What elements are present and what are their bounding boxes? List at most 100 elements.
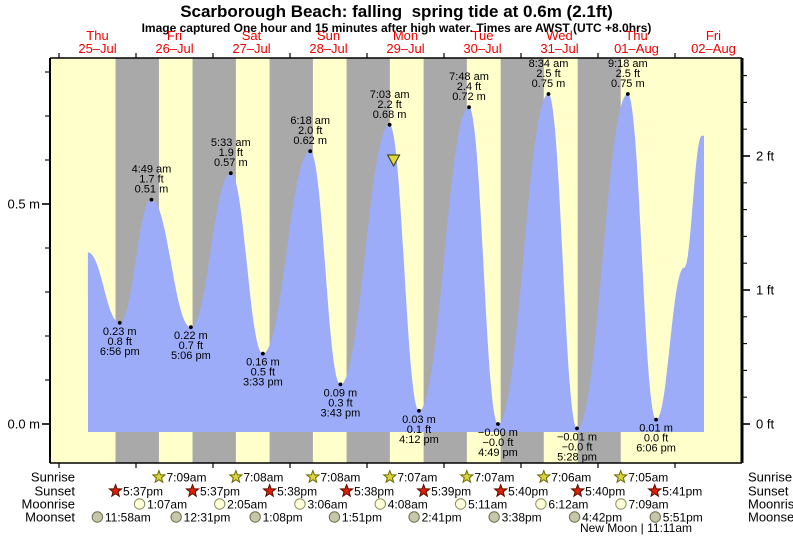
moonset-circle-icon xyxy=(649,511,661,523)
tide-annotation-line: 0.01 m xyxy=(639,423,673,435)
day-label-weekday: Fri xyxy=(167,28,182,43)
current-tide-marker-icon xyxy=(386,154,401,168)
sunrise-star-icon xyxy=(613,469,629,484)
high-tide-dot xyxy=(625,92,630,96)
day-label-date: 28–Jul xyxy=(309,41,347,56)
day-label-date: 26–Jul xyxy=(155,41,193,56)
day-label-weekday: Sun xyxy=(317,28,340,43)
sunset-time: 5:38pm xyxy=(277,485,317,499)
tide-annotation-line: 2.5 ft xyxy=(616,68,640,80)
tide-annotation-line: 0.75 m xyxy=(611,78,645,90)
high-tide-dot xyxy=(149,197,154,202)
low-tide-dot xyxy=(117,320,122,325)
tide-annotation-line: −0.01 m xyxy=(557,431,597,443)
sunset-star-icon xyxy=(262,483,278,498)
moonset-circle-icon xyxy=(170,511,182,523)
tide-annotation-line: 0.1 ft xyxy=(407,424,431,436)
astro-row-label-right: Sunrise xyxy=(748,470,792,485)
moonset-time: 11:58am xyxy=(105,511,151,525)
sunrise-star-icon xyxy=(305,469,321,484)
low-tide-dot xyxy=(188,325,193,330)
right-axis-label: 1 ft xyxy=(756,283,774,298)
tide-annotation-line: 0.03 m xyxy=(402,414,436,426)
sunset-star-icon xyxy=(185,483,200,498)
day-label-weekday: Tue xyxy=(472,28,494,43)
left-axis-label: 0.5 m xyxy=(7,197,40,212)
day-label-date: 01–Aug xyxy=(614,41,659,56)
tide-annotation-line: 0.16 m xyxy=(246,357,280,369)
tide-annotation-line: 1.7 ft xyxy=(139,174,163,186)
sunrise-time: 7:09am xyxy=(166,471,206,485)
moonrise-circle-icon xyxy=(454,498,467,510)
tide-annotation-line: 0.22 m xyxy=(174,330,208,342)
tide-annotation-line: −0.0 ft xyxy=(483,437,514,449)
sunrise-time: 7:08am xyxy=(320,471,360,485)
tide-annotation-line: 7:48 am xyxy=(449,71,489,83)
day-label-weekday: Thu xyxy=(625,28,647,43)
tide-annotation-line: 0.68 m xyxy=(373,109,407,121)
moonset-circle-icon xyxy=(249,511,261,523)
day-label-date: 27–Jul xyxy=(232,41,270,56)
low-tide-dot xyxy=(417,408,421,413)
tide-annotation-line: 0.09 m xyxy=(324,387,358,399)
tide-annotation-line: 0.7 ft xyxy=(179,340,203,352)
tide-annotation-line: 0.57 m xyxy=(214,157,248,169)
sunset-time: 5:40pm xyxy=(508,485,548,499)
day-label-date: 25–Jul xyxy=(78,41,116,56)
moonrise-time: 1:07am xyxy=(147,498,187,512)
tide-annotation-line: −0.00 m xyxy=(478,427,518,439)
astro-row-label-left: Sunrise xyxy=(31,470,75,485)
sunrise-time: 7:06am xyxy=(551,471,591,485)
tide-annotation-line: 6:06 pm xyxy=(636,443,676,455)
tide-annotation-line: 3:43 pm xyxy=(321,407,361,419)
sunset-time: 5:37pm xyxy=(200,485,240,499)
high-tide-dot xyxy=(467,105,471,110)
astro-row-label-right: Moonrise xyxy=(748,497,793,512)
sunrise-star-icon xyxy=(382,469,398,484)
moonset-circle-icon xyxy=(328,511,341,523)
tide-annotation-line: 0.23 m xyxy=(103,326,137,338)
low-tide-dot xyxy=(338,382,343,387)
sunset-time: 5:40pm xyxy=(585,485,625,499)
day-label-weekday: Mon xyxy=(393,28,418,43)
day-label-date: 29–Jul xyxy=(386,41,424,56)
sunrise-time: 7:05am xyxy=(628,471,668,485)
day-label-weekday: Fri xyxy=(706,28,721,43)
tide-annotation-line: 9:18 am xyxy=(608,58,648,70)
tide-annotation-line: 0.75 m xyxy=(532,78,566,90)
right-axis-label: 2 ft xyxy=(756,149,774,164)
sunset-star-icon xyxy=(416,483,432,498)
sunset-time: 5:38pm xyxy=(354,485,394,499)
high-tide-dot xyxy=(308,149,313,154)
sunrise-time: 7:07am xyxy=(474,471,514,485)
sunrise-star-icon xyxy=(536,469,552,484)
right-axis-label: 0 ft xyxy=(756,417,774,432)
tide-annotation-line: 4:49 am xyxy=(132,164,172,176)
page-subtitle: Image captured One hour and 15 minutes a… xyxy=(141,21,652,35)
tide-annotation-line: 0.62 m xyxy=(293,135,327,147)
moonrise-time: 5:11am xyxy=(468,498,507,512)
sunrise-time: 7:08am xyxy=(243,471,283,485)
moonset-circle-icon xyxy=(408,511,420,523)
sunrise-star-icon xyxy=(228,469,244,484)
moonrise-circle-icon xyxy=(133,498,146,510)
tide-annotation-line: 5:06 pm xyxy=(171,350,211,362)
day-label-weekday: Sat xyxy=(242,28,262,43)
moonrise-circle-icon xyxy=(374,498,386,510)
sunset-star-icon xyxy=(493,483,509,498)
sunrise-star-icon xyxy=(459,469,475,484)
tide-annotation-line: 7:03 am xyxy=(370,89,410,101)
page-title: Scarborough Beach: falling spring tide a… xyxy=(180,2,613,21)
sunset-star-icon xyxy=(339,483,355,498)
moonrise-time: 7:09am xyxy=(628,498,668,512)
day-label-date: 02–Aug xyxy=(691,41,736,56)
sunset-star-icon xyxy=(108,483,123,498)
low-tide-dot xyxy=(575,426,579,431)
tide-annotation-line: 0.8 ft xyxy=(108,336,132,348)
moonrise-time: 4:08am xyxy=(388,498,428,512)
tide-annotation-line: 2.5 ft xyxy=(536,68,560,80)
tide-annotation-line: 2.4 ft xyxy=(457,81,481,93)
high-tide-dot xyxy=(546,92,551,96)
